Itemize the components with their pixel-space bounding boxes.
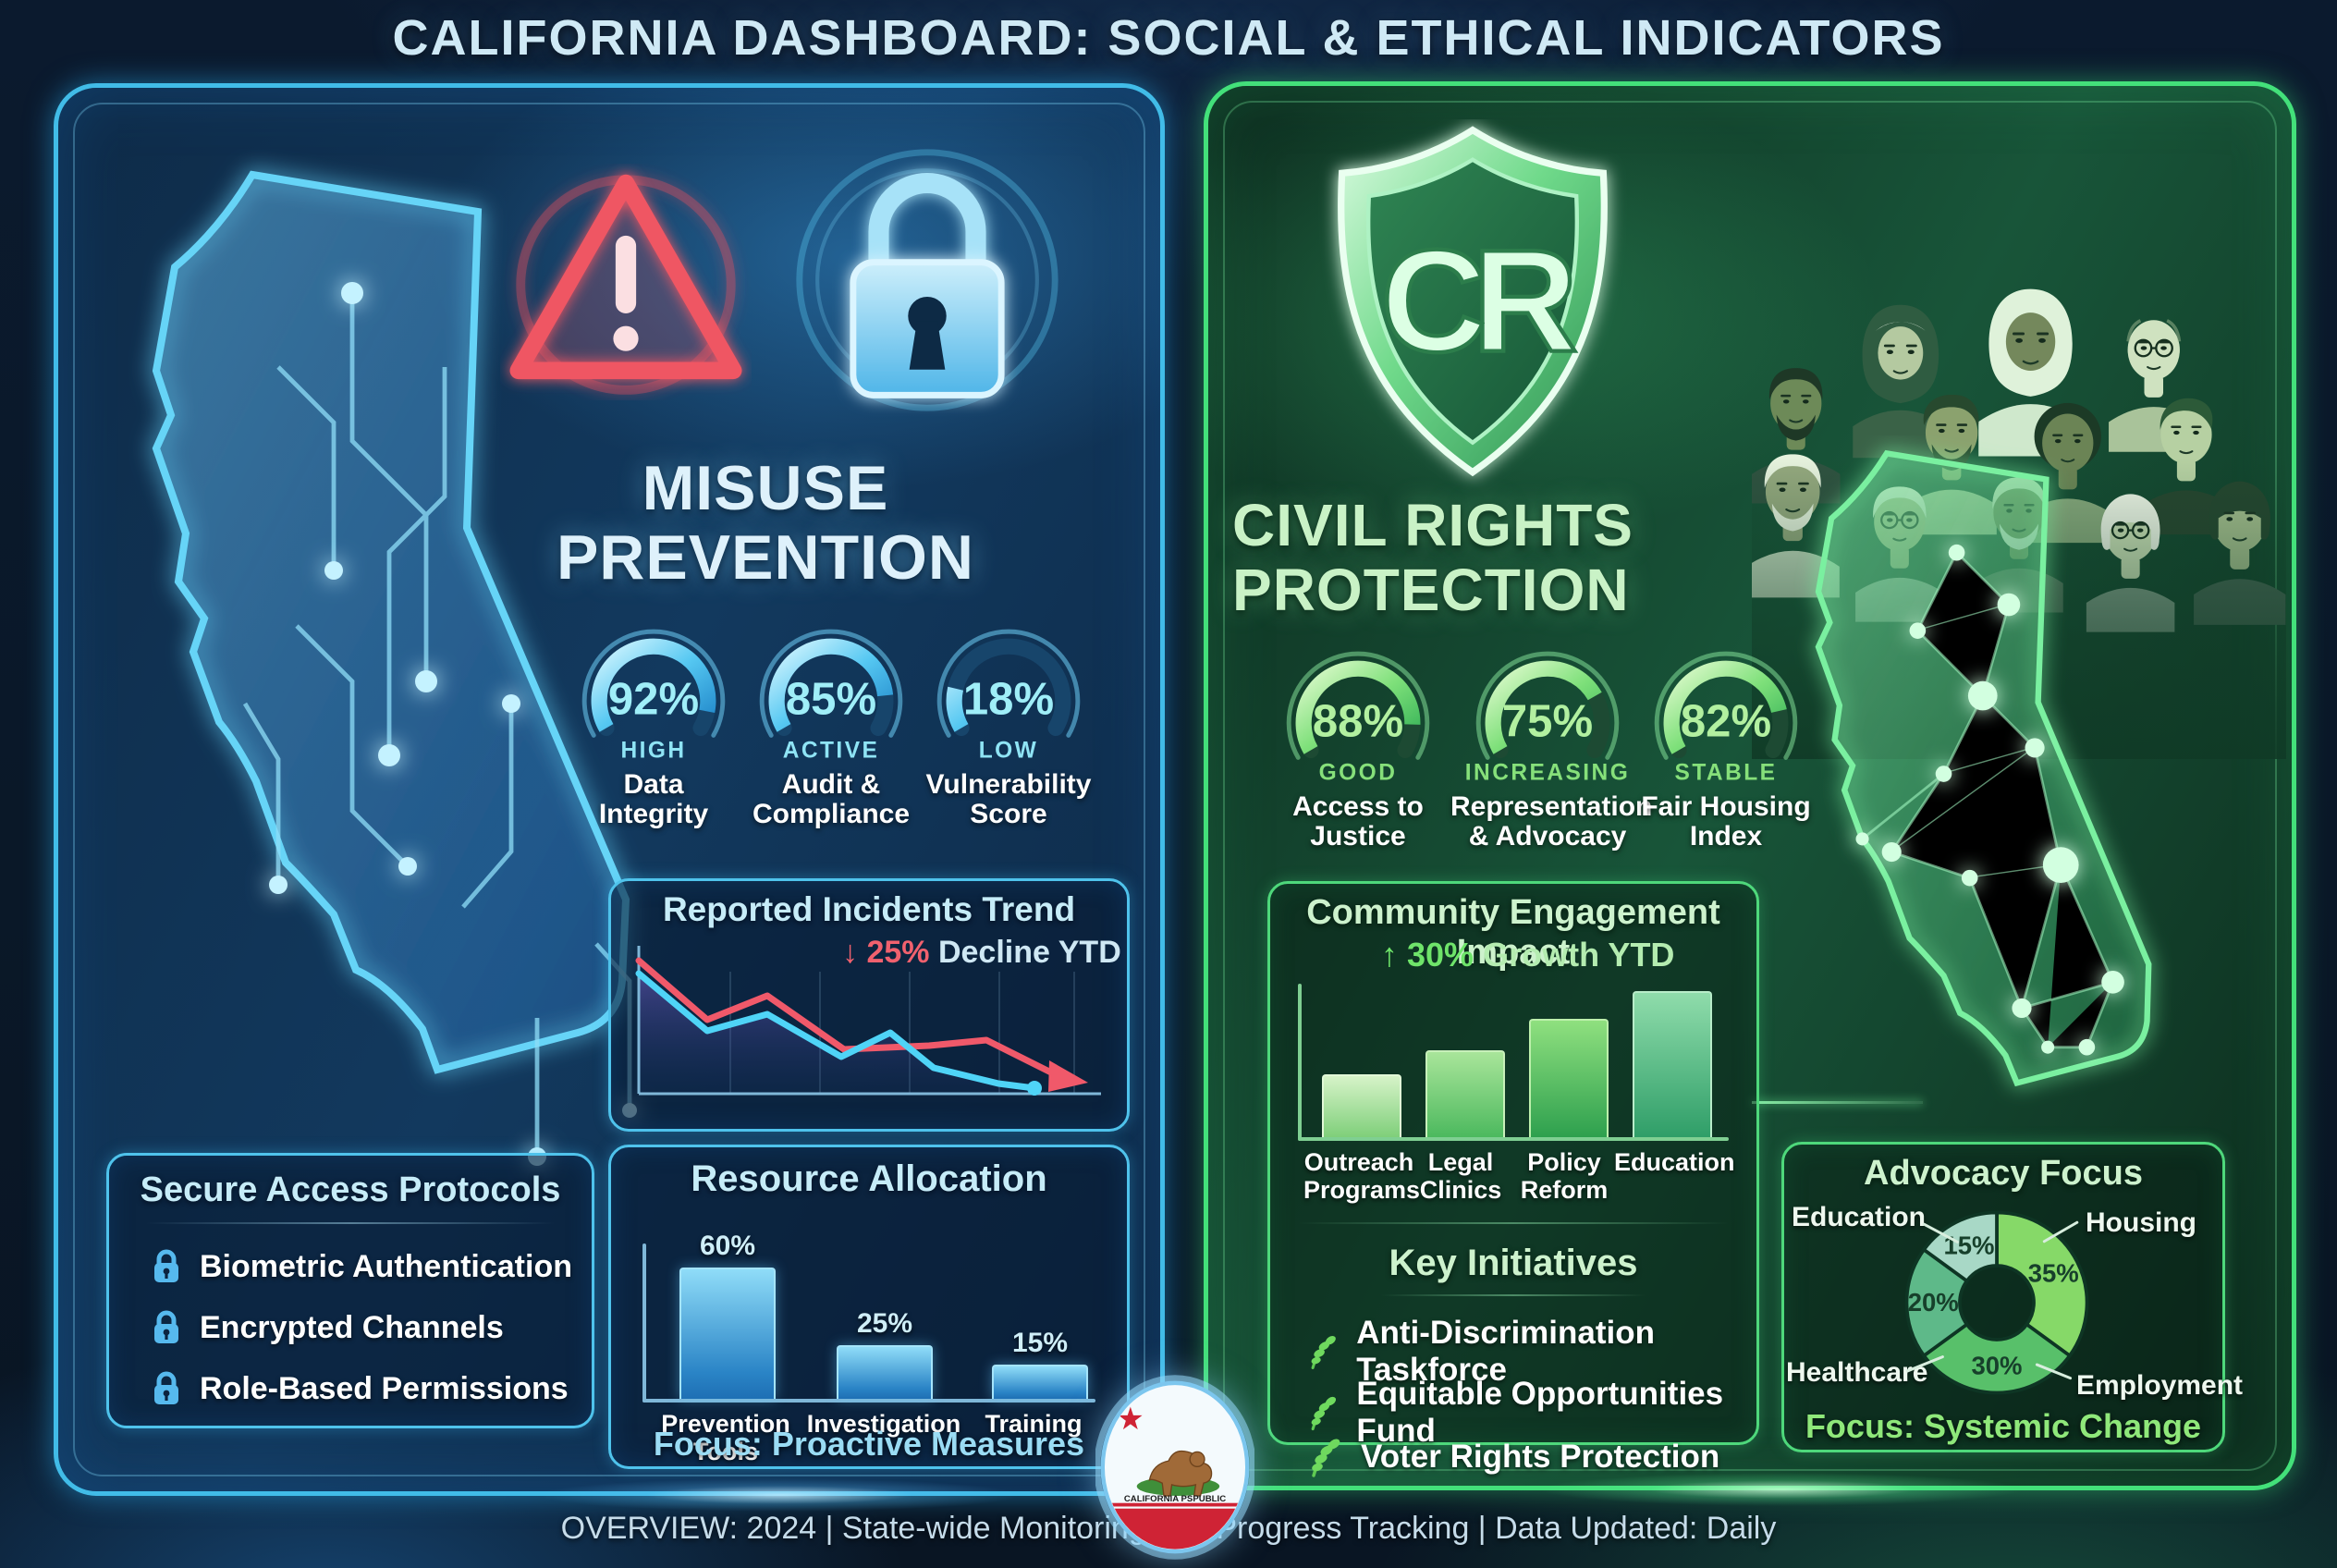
advocacy-title: Advocacy Focus (1864, 1154, 2143, 1193)
civil-rights-title: CIVIL RIGHTS PROTECTION (1232, 492, 1633, 624)
down-arrow-icon: ↓ (842, 935, 858, 970)
california-map-network-icon (1815, 449, 2152, 1087)
donut-label-housing: Housing (2086, 1207, 2196, 1238)
donut-label-education: Education (1792, 1202, 1927, 1232)
bar-education (1633, 991, 1712, 1137)
svg-text:LOW: LOW (979, 738, 1039, 763)
svg-text:GOOD: GOOD (1319, 760, 1398, 785)
misuse-prevention-panel: MISUSE PREVENTION 92% HIGH Data Integrity… (54, 83, 1165, 1512)
bar-training: 15% (992, 1328, 1088, 1399)
incidents-title: Reported Incidents Trend (662, 890, 1076, 928)
community-annotation: ↑ 30% Growth YTD (1381, 936, 1675, 974)
map-connector-line (1752, 1101, 1923, 1104)
svg-text:35%: 35% (2028, 1259, 2079, 1288)
advocacy-donut-chart: 35% 30% 20% 15% (1904, 1210, 2089, 1395)
initiative-equitable-fund: Equitable Opportunities Fund (1307, 1376, 1756, 1450)
protocol-item-role-based: Role-Based Permissions (152, 1370, 569, 1407)
community-bar-chart (1298, 984, 1729, 1141)
gauge-access-justice: 88% GOOD Access to Justice (1273, 650, 1443, 852)
gauge-data-integrity: 92% HIGH Data Integrity (569, 628, 739, 830)
initiative-anti-discrimination: Anti-Discrimination Taskforce (1307, 1315, 1756, 1389)
bar-investigation: 25% (837, 1308, 933, 1399)
california-republic-seal: CALIFORNIA PSPUBLIC (1094, 1372, 1256, 1562)
civil-rights-panel: CR CIVIL RIGHTS PROTECTION 88% GOOD Acce… (1204, 81, 2296, 1506)
resources-focus-note: Focus: Proactive Measures (653, 1425, 1085, 1463)
svg-text:ACTIVE: ACTIVE (783, 738, 880, 763)
leaf-branch-icon (1311, 1336, 1336, 1370)
svg-text:STABLE: STABLE (1675, 760, 1778, 785)
protocol-item-encrypted: Encrypted Channels (152, 1309, 504, 1346)
bar-policy-reform (1529, 1019, 1609, 1137)
initiative-voter-rights: Voter Rights Protection (1307, 1437, 1719, 1477)
misuse-prevention-title: MISUSE PREVENTION (556, 453, 975, 593)
gauge-vulnerability-score: 18% LOW Vulnerability Score (924, 628, 1094, 830)
up-arrow-icon: ↑ (1381, 936, 1398, 974)
bar-outreach (1322, 1074, 1401, 1137)
resource-allocation-card: Resource Allocation 60% 25% 15% Preventi… (608, 1145, 1130, 1469)
leaf-branch-icon (1312, 1439, 1340, 1477)
svg-text:88%: 88% (1313, 697, 1403, 747)
svg-text:75%: 75% (1502, 697, 1593, 747)
bar-prevention-tools: 60% (679, 1231, 776, 1399)
community-engagement-card: Community Engagement Impact ↑ 30% Growth… (1267, 881, 1759, 1477)
gauge-fair-housing: 82% STABLE Fair Housing Index (1641, 650, 1811, 852)
lock-icon (154, 1249, 178, 1282)
padlock-icon (787, 125, 1068, 435)
shield-monogram: CR (1381, 221, 1575, 383)
incidents-annotation: ↓ 25% Decline YTD (842, 935, 1121, 970)
svg-text:15%: 15% (1943, 1231, 1994, 1260)
bar-legal-clinics (1425, 1050, 1505, 1137)
protocols-title: Secure Access Protocols (140, 1170, 561, 1209)
leaf-branch-icon (1311, 1396, 1337, 1431)
lock-icon (154, 1371, 178, 1404)
warning-triangle-icon (500, 164, 752, 400)
secure-access-card: Secure Access Protocols Biometric Authen… (106, 1153, 594, 1428)
protocol-item-biometric: Biometric Authentication (152, 1248, 572, 1285)
initiatives-title: Key Initiatives (1389, 1243, 1638, 1283)
resource-bar-chart: 60% 25% 15% (642, 1231, 1095, 1403)
community-title: Community Engagement Impact (1306, 893, 1720, 972)
gauge-audit-compliance: 85% ACTIVE Audit & Compliance (746, 628, 916, 830)
civil-rights-shield-icon: CR (1317, 119, 1628, 496)
donut-label-healthcare: Healthcare (1786, 1357, 1928, 1388)
svg-text:18%: 18% (963, 675, 1054, 725)
gauge-representation: 75% INCREASING Representation & Advocacy (1450, 650, 1652, 852)
advocacy-focus-note: Focus: Systemic Change (1805, 1407, 2202, 1445)
svg-text:82%: 82% (1681, 697, 1771, 747)
incidents-line-chart (635, 946, 1101, 1096)
donut-label-employment: Employment (2076, 1370, 2244, 1401)
svg-text:20%: 20% (1908, 1288, 1959, 1317)
resources-title: Resource Allocation (691, 1158, 1047, 1199)
svg-text:HIGH: HIGH (620, 738, 686, 763)
svg-text:85%: 85% (786, 675, 876, 725)
seal-banner-text: CALIFORNIA PSPUBLIC (1124, 1494, 1226, 1504)
page-title: CALIFORNIA DASHBOARD: SOCIAL & ETHICAL I… (392, 10, 1945, 66)
reported-incidents-card: Reported Incidents Trend ↓ 25% Decline Y… (608, 878, 1130, 1132)
svg-text:INCREASING: INCREASING (1465, 760, 1630, 785)
lock-icon (154, 1310, 178, 1343)
svg-text:92%: 92% (608, 675, 699, 725)
advocacy-focus-card: Advocacy Focus 35% 30% 20% 15% Education… (1781, 1142, 2243, 1452)
svg-text:30%: 30% (1971, 1352, 2022, 1380)
